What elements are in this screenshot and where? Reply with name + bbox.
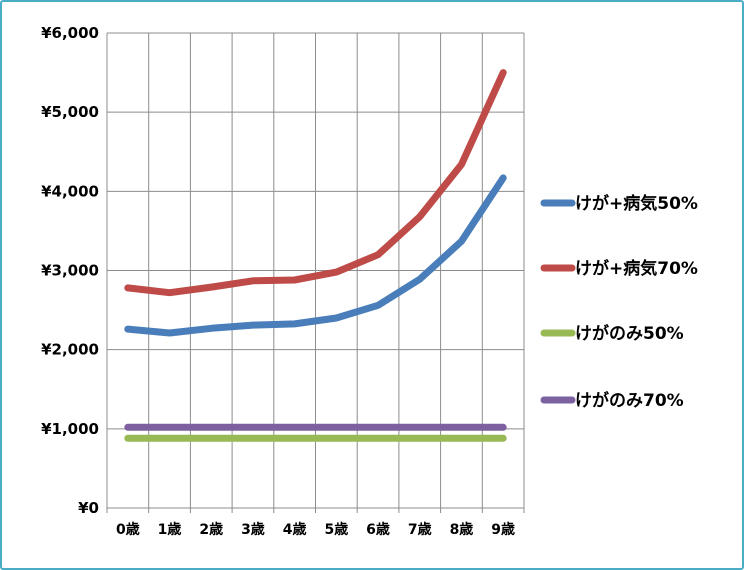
y-tick-label: ¥6,000 bbox=[41, 24, 99, 42]
x-tick-label: 4歳 bbox=[283, 521, 307, 538]
x-tick-label: 5歳 bbox=[324, 521, 348, 538]
legend-entry: けがのみ70% bbox=[540, 390, 684, 411]
y-tick-label: ¥0 bbox=[78, 499, 99, 517]
series-line-1 bbox=[124, 69, 507, 297]
x-tick-label: 3歳 bbox=[241, 521, 265, 538]
legend-entry: けがのみ50% bbox=[540, 323, 684, 344]
y-tick-label: ¥5,000 bbox=[41, 103, 99, 121]
legend-label: けがのみ50% bbox=[575, 323, 684, 344]
series-line-0 bbox=[124, 174, 507, 337]
legend-entry: けが+病気50% bbox=[540, 193, 698, 214]
y-tick-label: ¥4,000 bbox=[41, 182, 99, 200]
legend: けが+病気50% けが+病気70% けがのみ50% けがのみ70% bbox=[540, 193, 698, 411]
y-tick-label: ¥2,000 bbox=[41, 341, 99, 359]
gridlines bbox=[106, 32, 525, 513]
x-tick-label: 8歳 bbox=[450, 521, 474, 538]
x-tick-label: 9歳 bbox=[491, 521, 515, 538]
x-tick-label: 7歳 bbox=[408, 521, 432, 538]
x-tick-label: 2歳 bbox=[199, 521, 223, 538]
x-axis-ticks: 0歳 1歳 2歳 3歳 4歳 5歳 6歳 7歳 8歳 9歳 bbox=[116, 521, 515, 538]
x-tick-label: 6歳 bbox=[366, 521, 390, 538]
y-tick-label: ¥1,000 bbox=[41, 420, 99, 438]
legend-label: けがのみ70% bbox=[575, 390, 684, 411]
series-lines bbox=[124, 69, 507, 442]
legend-label: けが+病気50% bbox=[575, 193, 698, 214]
x-tick-label: 1歳 bbox=[158, 521, 182, 538]
legend-label: けが+病気70% bbox=[575, 258, 698, 279]
y-axis-ticks: ¥0 ¥1,000 ¥2,000 ¥3,000 ¥4,000 ¥5,000 ¥6,000 bbox=[41, 24, 99, 517]
y-tick-label: ¥3,000 bbox=[41, 262, 99, 280]
x-tick-label: 0歳 bbox=[116, 521, 140, 538]
legend-entry: けが+病気70% bbox=[540, 258, 698, 279]
